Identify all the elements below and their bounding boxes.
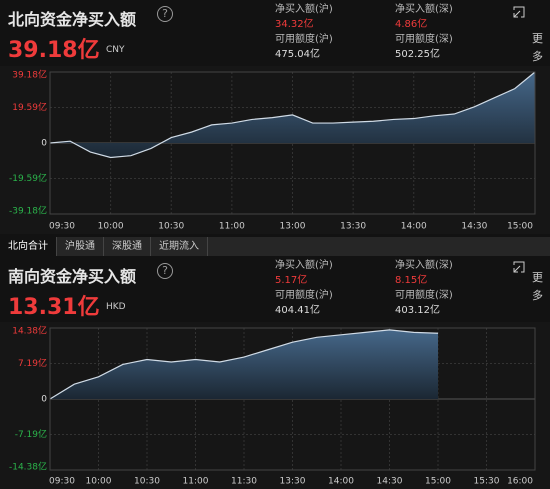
- tab[interactable]: 沪股通: [57, 237, 104, 256]
- y-tick-label: -19.59亿: [9, 172, 47, 184]
- stat-label: 净买入额(沪): [275, 260, 333, 271]
- x-tick-label: 09:30: [49, 222, 75, 232]
- y-tick-label: -39.18亿: [9, 205, 47, 217]
- x-tick-label: 11:00: [219, 222, 245, 232]
- x-tick-label: 10:30: [134, 477, 160, 487]
- tab[interactable]: 深股通: [104, 237, 151, 256]
- panel-title: 南向资金净买入额: [8, 267, 137, 286]
- stat-label: 净买入额(深): [395, 260, 453, 271]
- stat-label: 净买入额(沪): [275, 4, 333, 15]
- y-tick-label: 14.38亿: [12, 325, 47, 337]
- tab[interactable]: 近期流入: [151, 237, 208, 256]
- x-tick-label: 16:00: [507, 477, 533, 487]
- expand-icon[interactable]: [512, 260, 526, 274]
- help-icon[interactable]: ?: [157, 263, 173, 279]
- stat-col: 净买入额(沪) 34.32亿可用额度(沪) 475.04亿: [275, 2, 333, 62]
- north-header: 北向资金净买入额 ? 39.18亿 CNY 净买入额(沪) 34.32亿可用额度(…: [0, 0, 550, 66]
- y-tick-label: 39.18亿: [12, 69, 47, 81]
- stat-col: 净买入额(沪) 5.17亿可用额度(沪) 404.41亿: [275, 258, 333, 318]
- plot-background: [0, 66, 550, 234]
- x-tick-label: 10:00: [86, 477, 112, 487]
- x-tick-label: 09:30: [49, 477, 75, 487]
- panel-title: 北向资金净买入额: [8, 10, 137, 29]
- line: [49, 329, 439, 400]
- y-tick-label: 7.19亿: [18, 357, 47, 369]
- x-tick-label: 10:30: [158, 222, 184, 232]
- stat-label: 可用额度(深): [395, 290, 453, 301]
- x-tick-label: 14:30: [377, 477, 403, 487]
- stat-value: 8.15亿: [395, 275, 428, 286]
- y-tick-label: 0: [41, 139, 47, 149]
- total: 39.18亿: [8, 38, 100, 63]
- x-tick-label: 13:30: [340, 222, 366, 232]
- stat-col: 净买入额(深) 8.15亿可用额度(深) 403.12亿: [395, 258, 453, 318]
- stat-value: 475.04亿: [275, 49, 320, 60]
- stat-value: 404.41亿: [275, 305, 320, 316]
- currency: CNY: [106, 45, 125, 55]
- stat-label: 可用额度(深): [395, 34, 453, 45]
- area-fill: [50, 72, 535, 158]
- tab-bar: 北向合计 沪股通 深股通 近期流入: [0, 237, 550, 256]
- stat-value: 34.32亿: [275, 19, 314, 30]
- stat-value: 5.17亿: [275, 275, 308, 286]
- line: [49, 71, 536, 159]
- x-tick-label: 14:00: [328, 477, 354, 487]
- total: 13.31亿: [8, 295, 100, 320]
- plot-frame: [49, 71, 536, 215]
- plot-frame: [49, 327, 536, 471]
- x-tick-label: 15:30: [474, 477, 500, 487]
- y-tick-label: -7.19亿: [15, 428, 47, 440]
- x-tick-label: 11:30: [231, 477, 257, 487]
- area-fill: [50, 329, 438, 399]
- more-button[interactable]: 更多: [532, 271, 543, 302]
- more-button[interactable]: 更多: [532, 32, 543, 63]
- tab[interactable]: 北向合计: [0, 237, 57, 256]
- y-tick-label: 0: [41, 395, 47, 405]
- x-tick-label: 15:00: [425, 477, 451, 487]
- help-icon[interactable]: ?: [157, 6, 173, 22]
- stat-label: 净买入额(深): [395, 4, 453, 15]
- x-tick-label: 13:30: [280, 477, 306, 487]
- y-tick-label: 19.59亿: [12, 101, 47, 113]
- stat-value: 403.12亿: [395, 305, 440, 316]
- x-tick-label: 10:00: [98, 222, 124, 232]
- x-tick-label: 14:30: [461, 222, 487, 232]
- stat-value: 502.25亿: [395, 49, 440, 60]
- currency: HKD: [106, 302, 126, 312]
- stat-col: 净买入额(深) 4.86亿可用额度(深) 502.25亿: [395, 2, 453, 62]
- stat-value: 4.86亿: [395, 19, 428, 30]
- x-tick-label: 14:00: [401, 222, 427, 232]
- stat-label: 可用额度(沪): [275, 34, 333, 45]
- south-header: 南向资金净买入额 ? 13.31亿 HKD 净买入额(沪) 5.17亿可用额度(沪…: [0, 257, 550, 323]
- y-tick-label: -14.38亿: [9, 461, 47, 473]
- stat-label: 可用额度(沪): [275, 290, 333, 301]
- x-tick-label: 11:00: [183, 477, 209, 487]
- expand-icon[interactable]: [512, 5, 526, 19]
- x-tick-label: 15:00: [507, 222, 533, 232]
- x-tick-label: 13:00: [280, 222, 306, 232]
